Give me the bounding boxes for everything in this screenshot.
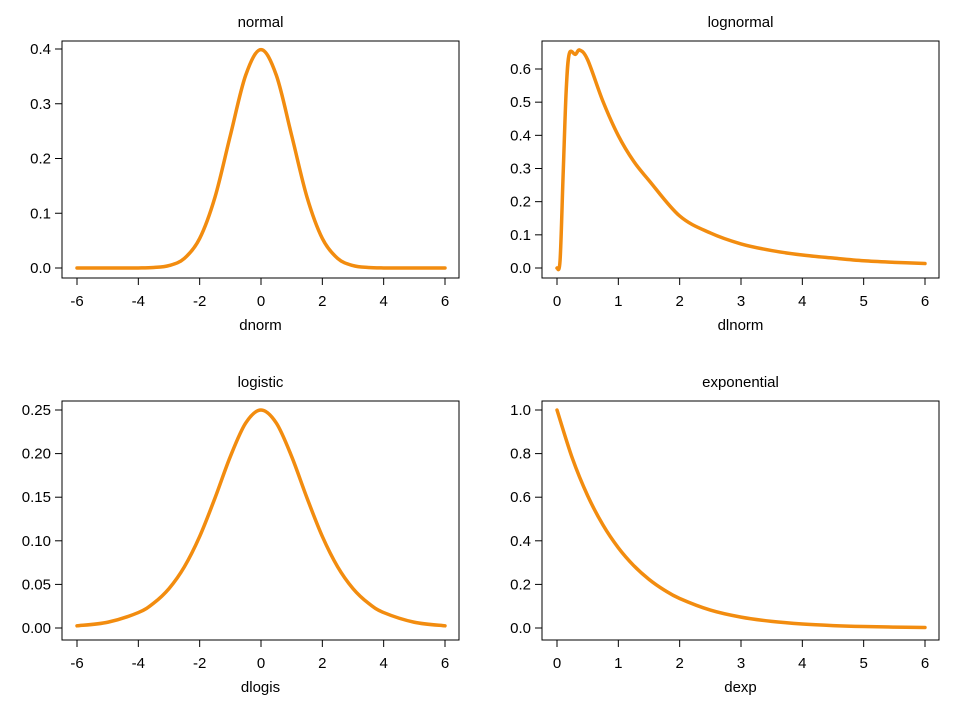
x-tick-label: -4 <box>132 655 145 672</box>
x-tick-label: 6 <box>921 293 929 310</box>
x-tick-label: 2 <box>675 655 683 672</box>
x-tick-label: -4 <box>132 293 145 310</box>
x-tick-label: 6 <box>921 655 929 672</box>
x-tick-label: 3 <box>737 655 745 672</box>
x-tick-label: 0 <box>257 293 265 310</box>
chart-title: lognormal <box>708 14 774 31</box>
plot-frame <box>61 400 460 641</box>
y-tick-label: 0.6 <box>510 489 531 506</box>
y-tick-label: 0.2 <box>510 194 531 211</box>
y-tick-label: 0.6 <box>510 61 531 78</box>
y-tick-label: 0.3 <box>30 96 51 113</box>
x-tick-label: 2 <box>675 293 683 310</box>
x-tick-label: -2 <box>193 655 206 672</box>
y-tick-label: 0.15 <box>22 489 51 506</box>
x-tick-label: 5 <box>859 655 867 672</box>
y-tick-label: 0.2 <box>510 576 531 593</box>
y-tick-label: 0.0 <box>510 620 531 637</box>
x-tick-label: 0 <box>257 655 265 672</box>
x-tick-label: -6 <box>70 655 83 672</box>
y-tick-label: 0.05 <box>22 576 51 593</box>
y-tick-label: 0.1 <box>510 227 531 244</box>
y-tick-label: 0.10 <box>22 533 51 550</box>
x-tick-label: 4 <box>798 655 806 672</box>
x-tick-label: 6 <box>441 293 449 310</box>
y-tick-label: 0.0 <box>30 260 51 277</box>
x-tick-label: 0 <box>553 655 561 672</box>
x-axis-label: dlnorm <box>718 317 764 334</box>
x-axis-label: dexp <box>724 679 757 696</box>
series-line-dexp <box>555 408 927 630</box>
y-tick-label: 0.3 <box>510 161 531 178</box>
x-tick-label: 4 <box>798 293 806 310</box>
x-axis-label: dlogis <box>241 679 280 696</box>
x-tick-label: 4 <box>379 655 387 672</box>
x-tick-label: 2 <box>318 655 326 672</box>
x-tick-label: 4 <box>379 293 387 310</box>
chart-title: exponential <box>702 374 779 391</box>
series-line-dlnorm <box>555 48 927 272</box>
y-tick-label: 0.2 <box>30 151 51 168</box>
y-tick-label: 1.0 <box>510 402 531 419</box>
series-line-dnorm <box>75 47 447 270</box>
y-tick-label: 0.00 <box>22 620 51 637</box>
x-tick-label: 6 <box>441 655 449 672</box>
x-tick-label: 5 <box>859 293 867 310</box>
x-tick-label: 1 <box>614 293 622 310</box>
y-tick-label: 0.1 <box>30 205 51 222</box>
chart-panel-exponential: exponential 0 1 2 3 4 5 6 dexp 0.0 0.2 0.4 0.6 0.8 1.0 <box>510 374 940 696</box>
chart-panel-logistic: logistic -6 -4 -2 0 2 4 6 dlogis 0.00 0.05 0.10 0.15… <box>22 374 460 696</box>
x-tick-label: 3 <box>737 293 745 310</box>
chart-panel-lognormal: lognormal 0 1 2 3 4 5 6 dlnorm 0.0 0.1 0.2 0.3 0.4 0.5… <box>510 14 940 334</box>
x-tick-label: 0 <box>553 293 561 310</box>
chart-title: normal <box>238 14 284 31</box>
y-tick-label: 0.25 <box>22 402 51 419</box>
y-tick-label: 0.8 <box>510 446 531 463</box>
y-tick-label: 0.4 <box>510 127 531 144</box>
x-axis-label: dnorm <box>239 317 282 334</box>
y-tick-label: 0.4 <box>30 41 51 58</box>
x-tick-label: -2 <box>193 293 206 310</box>
series-line-dlogis <box>75 408 447 628</box>
y-tick-label: 0.4 <box>510 533 531 550</box>
x-tick-label: 1 <box>614 655 622 672</box>
y-tick-label: 0.5 <box>510 94 531 111</box>
x-tick-label: 2 <box>318 293 326 310</box>
plot-frame <box>61 40 460 279</box>
chart-panel-normal: normal -6 -4 -2 0 2 4 6 dnorm 0.0 0.1 0.2 0.3 0.4 <box>30 14 460 334</box>
y-tick-label: 0.20 <box>22 446 51 463</box>
x-tick-label: -6 <box>70 293 83 310</box>
y-tick-label: 0.0 <box>510 260 531 277</box>
chart-title: logistic <box>238 374 284 391</box>
